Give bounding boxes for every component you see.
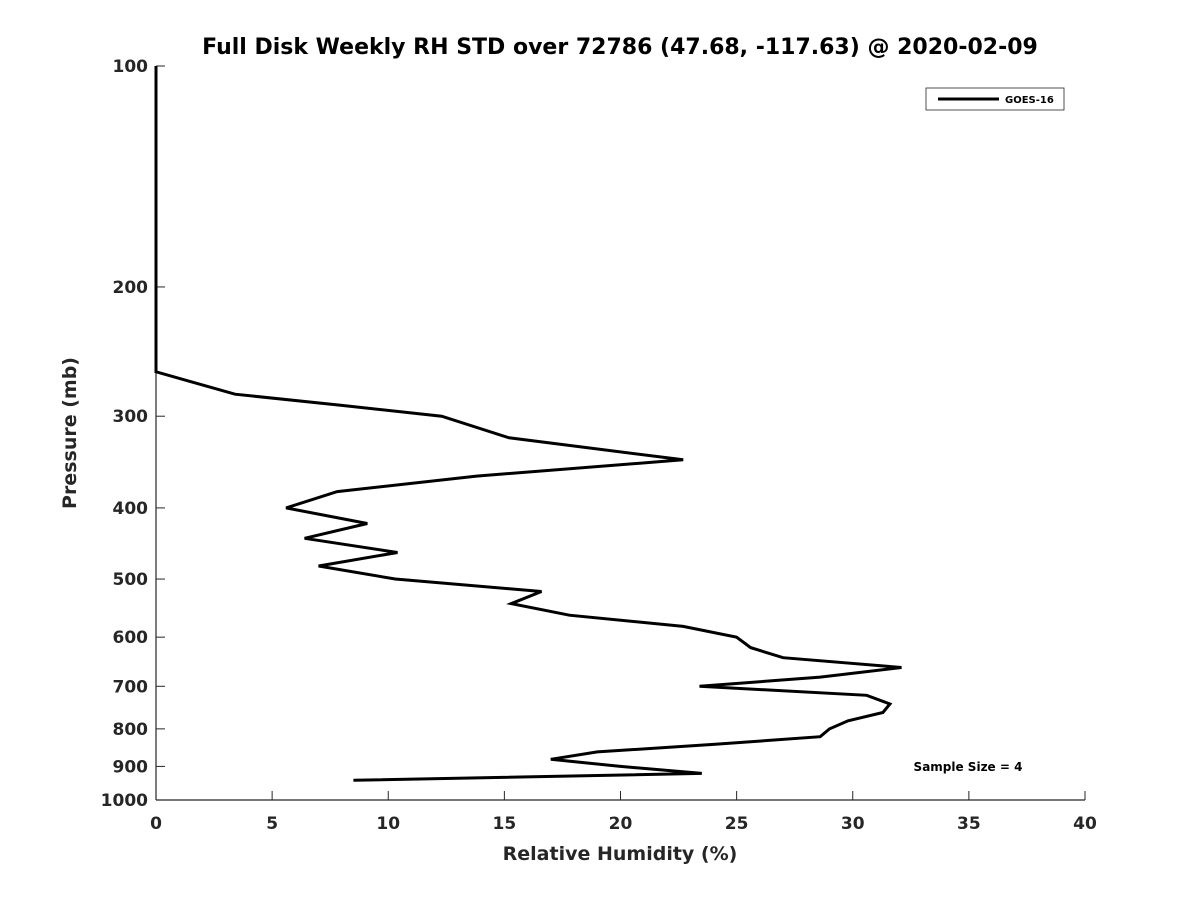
sample-size-note: Sample Size = 4 <box>914 760 1023 774</box>
legend: GOES-16 <box>925 87 1065 111</box>
y-tick-label: 400 <box>113 499 149 519</box>
x-axis-label: Relative Humidity (%) <box>503 843 738 865</box>
x-tick-label: 25 <box>725 814 749 834</box>
x-ticks: 0 5 10 15 20 25 30 35 40 <box>150 791 1097 834</box>
y-axis-label: Pressure (mb) <box>59 357 81 509</box>
x-tick-label: 0 <box>150 814 162 834</box>
x-tick-label: 5 <box>266 814 278 834</box>
chart-title: Full Disk Weekly RH STD over 72786 (47.6… <box>202 35 1038 60</box>
y-tick-label: 900 <box>113 757 149 777</box>
x-tick-label: 30 <box>841 814 865 834</box>
x-tick-label: 35 <box>957 814 981 834</box>
y-tick-label: 100 <box>113 57 149 77</box>
x-tick-label: 15 <box>493 814 517 834</box>
x-tick-label: 10 <box>376 814 400 834</box>
y-tick-label: 1000 <box>101 791 148 811</box>
y-tick-label: 600 <box>113 628 149 648</box>
legend-label-goes-16: GOES-16 <box>1005 95 1054 106</box>
series-line-goes-16 <box>154 66 902 782</box>
y-ticks: 100 200 300 400 500 600 700 800 900 1000 <box>101 57 165 811</box>
x-tick-label: 40 <box>1073 814 1097 834</box>
y-tick-label: 300 <box>113 407 149 427</box>
y-tick-label: 500 <box>113 570 149 590</box>
y-tick-label: 700 <box>113 677 149 697</box>
y-tick-label: 800 <box>113 720 149 740</box>
x-tick-label: 20 <box>609 814 633 834</box>
series-layer <box>154 66 902 782</box>
y-tick-label: 200 <box>113 278 149 298</box>
